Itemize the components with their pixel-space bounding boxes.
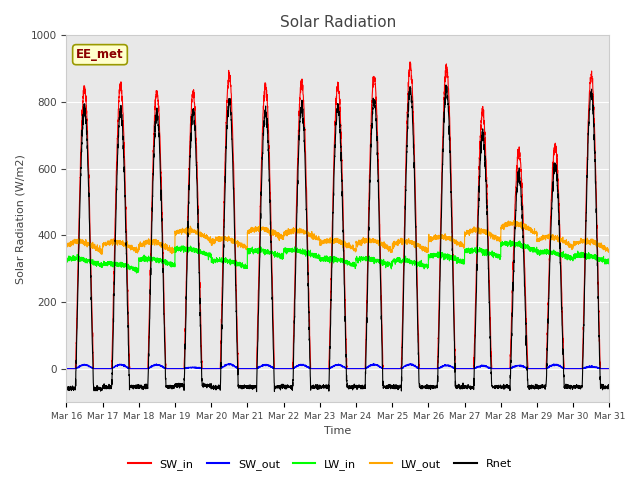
LW_in xyxy=(460,261,467,266)
SW_out xyxy=(225,360,232,366)
LW_out xyxy=(605,248,613,254)
SW_out xyxy=(490,366,498,372)
Legend: SW_in, SW_out, LW_in, LW_out, Rnet: SW_in, SW_out, LW_in, LW_out, Rnet xyxy=(124,455,516,474)
LW_in xyxy=(605,261,613,267)
LW_in xyxy=(429,252,437,258)
SW_out xyxy=(605,366,612,372)
Rnet xyxy=(317,385,325,391)
Rnet xyxy=(605,384,612,390)
SW_out xyxy=(605,366,613,372)
Text: EE_met: EE_met xyxy=(76,48,124,61)
LW_out xyxy=(429,236,437,242)
SW_in xyxy=(63,366,70,372)
Rnet xyxy=(491,384,499,390)
Rnet xyxy=(63,385,70,391)
SW_in xyxy=(406,59,414,65)
LW_out xyxy=(605,249,612,254)
LW_out xyxy=(460,244,467,250)
Line: Rnet: Rnet xyxy=(67,85,609,392)
LW_in xyxy=(63,254,70,260)
SW_in xyxy=(460,366,467,372)
Rnet xyxy=(253,389,260,395)
Rnet xyxy=(160,311,168,317)
SW_out xyxy=(317,366,325,372)
SW_in xyxy=(490,366,498,372)
LW_in xyxy=(160,258,168,264)
SW_out xyxy=(429,366,437,372)
LW_in xyxy=(490,250,498,255)
LW_out xyxy=(317,238,325,244)
SW_in xyxy=(605,366,613,372)
Rnet xyxy=(429,384,437,389)
LW_in xyxy=(132,270,140,276)
Line: SW_out: SW_out xyxy=(67,363,609,369)
SW_out xyxy=(460,366,467,372)
LW_in xyxy=(317,255,325,261)
SW_in xyxy=(429,366,437,372)
SW_out xyxy=(160,364,168,370)
LW_out xyxy=(98,252,106,257)
Line: LW_out: LW_out xyxy=(67,220,609,254)
Y-axis label: Solar Radiation (W/m2): Solar Radiation (W/m2) xyxy=(15,154,25,284)
LW_in xyxy=(506,238,514,243)
LW_out xyxy=(63,241,70,247)
LW_out xyxy=(160,241,168,247)
SW_in xyxy=(605,366,612,372)
LW_in xyxy=(605,260,612,266)
LW_out xyxy=(490,233,498,239)
X-axis label: Time: Time xyxy=(324,426,351,436)
Title: Solar Radiation: Solar Radiation xyxy=(280,15,396,30)
SW_in xyxy=(160,295,168,301)
Rnet xyxy=(605,386,613,392)
Rnet xyxy=(442,82,450,88)
LW_out xyxy=(510,217,518,223)
SW_out xyxy=(63,366,70,372)
Rnet xyxy=(460,385,467,391)
Line: SW_in: SW_in xyxy=(67,62,609,369)
SW_in xyxy=(317,366,325,372)
Line: LW_in: LW_in xyxy=(67,240,609,273)
